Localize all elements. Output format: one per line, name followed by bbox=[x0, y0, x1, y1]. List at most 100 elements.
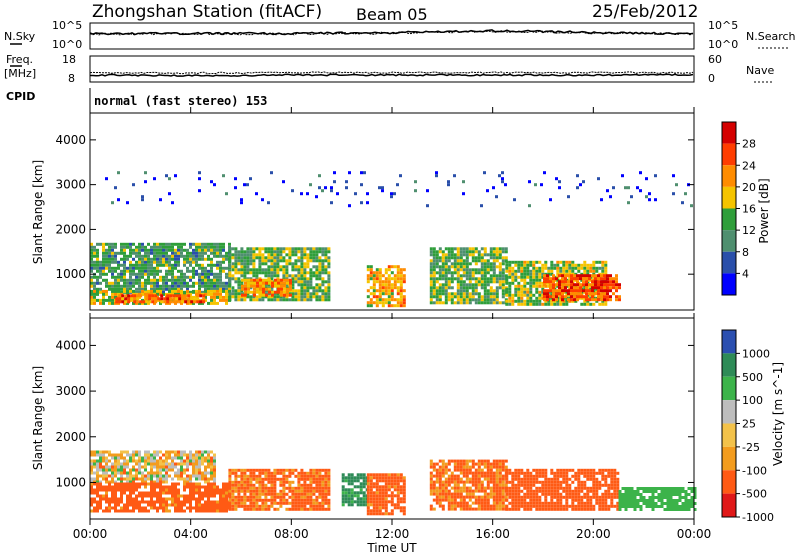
heatmap-cell bbox=[132, 264, 135, 267]
heatmap-cell bbox=[568, 267, 571, 270]
heatmap-cell bbox=[165, 481, 168, 484]
heatmap-cell bbox=[132, 454, 135, 457]
heatmap-cell bbox=[526, 475, 529, 478]
heatmap-cell bbox=[336, 192, 339, 195]
heatmap-cell bbox=[132, 498, 135, 501]
heatmap-cell bbox=[123, 486, 126, 489]
heatmap-cell bbox=[348, 488, 351, 491]
heatmap-cell bbox=[511, 276, 514, 279]
heatmap-cell bbox=[403, 268, 406, 271]
heatmap-cell bbox=[442, 277, 445, 280]
heatmap-cell bbox=[231, 496, 234, 499]
heatmap-cell bbox=[511, 297, 514, 300]
heatmap-cell bbox=[577, 508, 580, 511]
heatmap-cell bbox=[244, 288, 247, 291]
heatmap-cell bbox=[198, 492, 201, 495]
heatmap-cell bbox=[228, 499, 231, 502]
colorbar-swatch bbox=[722, 165, 736, 187]
heatmap-cell bbox=[249, 253, 252, 256]
heatmap-cell bbox=[276, 268, 279, 271]
heatmap-cell bbox=[210, 273, 213, 276]
heatmap-cell bbox=[445, 295, 448, 298]
heatmap-cell bbox=[129, 501, 132, 504]
heatmap-cell bbox=[216, 501, 219, 504]
heatmap-cell bbox=[598, 469, 601, 472]
heatmap-cell bbox=[550, 502, 553, 505]
heatmap-cell bbox=[439, 283, 442, 286]
heatmap-cell bbox=[583, 505, 586, 508]
heatmap-cell bbox=[150, 264, 153, 267]
heatmap-cell bbox=[532, 499, 535, 502]
heatmap-cell bbox=[478, 463, 481, 466]
heatmap-cell bbox=[297, 502, 300, 505]
heatmap-cell bbox=[400, 271, 403, 274]
heatmap-cell bbox=[598, 303, 601, 306]
heatmap-cell bbox=[129, 483, 132, 486]
heatmap-cell bbox=[283, 288, 286, 291]
heatmap-cell bbox=[195, 454, 198, 457]
heatmap-cell bbox=[603, 280, 606, 283]
heatmap-cell bbox=[481, 484, 484, 487]
heatmap-cell bbox=[174, 466, 177, 469]
heatmap-cell bbox=[264, 262, 267, 265]
heatmap-cell bbox=[541, 475, 544, 478]
heatmap-cell bbox=[394, 494, 397, 497]
heatmap-cell bbox=[135, 501, 138, 504]
heatmap-cell bbox=[132, 451, 135, 454]
heatmap-cell bbox=[177, 489, 180, 492]
heatmap-cell bbox=[297, 271, 300, 274]
heatmap-cell bbox=[240, 274, 243, 277]
heatmap-cell bbox=[147, 261, 150, 264]
heatmap-cell bbox=[312, 259, 315, 262]
heatmap-cell bbox=[351, 497, 354, 500]
heatmap-cell bbox=[312, 490, 315, 493]
heatmap-cell bbox=[502, 256, 505, 259]
heatmap-cell bbox=[445, 253, 448, 256]
heatmap-cell bbox=[202, 294, 205, 297]
heatmap-cell bbox=[219, 501, 222, 504]
heatmap-cell bbox=[370, 500, 373, 503]
heatmap-cell bbox=[309, 271, 312, 274]
heatmap-cell bbox=[472, 277, 475, 280]
heatmap-cell bbox=[523, 508, 526, 511]
heatmap-cell bbox=[466, 475, 469, 478]
heatmap-cell bbox=[96, 282, 99, 285]
heatmap-cell bbox=[363, 479, 366, 482]
heatmap-cell bbox=[135, 489, 138, 492]
heatmap-cell bbox=[615, 295, 618, 298]
heatmap-cell bbox=[111, 293, 114, 296]
heatmap-cell bbox=[487, 283, 490, 286]
heatmap-cell bbox=[147, 243, 150, 246]
heatmap-cell bbox=[457, 277, 460, 280]
heatmap-cell bbox=[472, 298, 475, 301]
heatmap-cell bbox=[367, 488, 370, 491]
heatmap-cell bbox=[397, 277, 400, 280]
heatmap-cell bbox=[153, 475, 156, 478]
heatmap-cell bbox=[210, 472, 213, 475]
heatmap-cell bbox=[457, 496, 460, 499]
heatmap-cell bbox=[288, 496, 291, 499]
heatmap-cell bbox=[595, 493, 598, 496]
heatmap-cell bbox=[499, 283, 502, 286]
heatmap-cell bbox=[150, 270, 153, 273]
heatmap-cell bbox=[165, 288, 168, 291]
heatmap-cell bbox=[252, 505, 255, 508]
heatmap-cell bbox=[264, 490, 267, 493]
heatmap-cell bbox=[496, 247, 499, 250]
heatmap-cell bbox=[324, 295, 327, 298]
heatmap-cell bbox=[102, 273, 105, 276]
heatmap-cell bbox=[174, 258, 177, 261]
heatmap-cell bbox=[123, 243, 126, 246]
heatmap-cell bbox=[294, 292, 297, 295]
heatmap-cell bbox=[442, 259, 445, 262]
heatmap-cell bbox=[484, 274, 487, 277]
heatmap-cell bbox=[270, 493, 273, 496]
heatmap-cell bbox=[234, 487, 237, 490]
heatmap-cell bbox=[487, 277, 490, 280]
heatmap-cell bbox=[252, 490, 255, 493]
heatmap-cell bbox=[517, 267, 520, 270]
heatmap-cell bbox=[93, 498, 96, 501]
heatmap-cell bbox=[354, 476, 357, 479]
heatmap-cell bbox=[141, 267, 144, 270]
heatmap-cell bbox=[523, 282, 526, 285]
